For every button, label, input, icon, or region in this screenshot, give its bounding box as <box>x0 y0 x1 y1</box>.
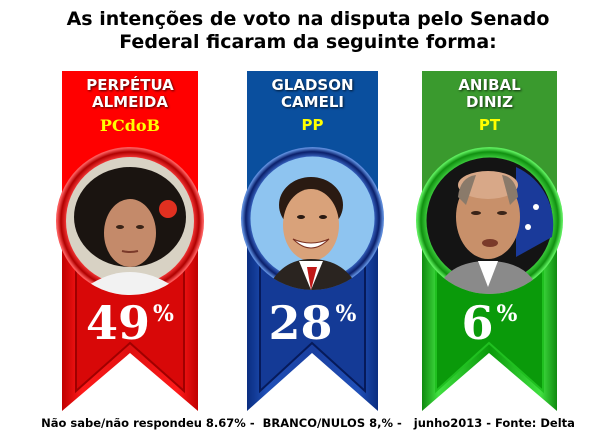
portrait-woman-icon <box>66 157 194 295</box>
candidate-name: PERPÉTUA ALMEIDA <box>62 77 198 111</box>
percent-sign: % <box>335 301 357 327</box>
candidate-ribbon-anibal: ANIBAL DINIZ PT 6% <box>416 71 563 411</box>
footer-note: Não sabe/não respondeu 8.67% - BRANCO/NU… <box>41 416 575 430</box>
percent-number: 6 <box>461 296 494 350</box>
percentage-value: 49% <box>62 289 198 348</box>
name-line-2: ALMEIDA <box>92 93 168 111</box>
portrait-man-smiling-icon <box>250 156 375 290</box>
name-line-1: ANIBAL <box>458 76 521 94</box>
title-line-1: As intenções de voto na disputa pelo Sen… <box>66 8 550 30</box>
percentage-value: 6% <box>422 289 557 348</box>
name-line-1: PERPÉTUA <box>86 76 174 94</box>
percent-number: 49 <box>86 296 151 350</box>
chart-title: As intenções de voto na disputa pelo Sen… <box>0 8 616 54</box>
name-line-2: DINIZ <box>465 93 514 111</box>
candidate-name: GLADSON CAMELI <box>247 77 378 111</box>
name-line-2: CAMELI <box>281 93 344 111</box>
percentage-value: 28% <box>247 289 378 348</box>
candidate-ribbon-gladson: GLADSON CAMELI PP 28% <box>241 71 384 411</box>
percent-sign: % <box>153 301 174 327</box>
portrait-frame <box>416 147 563 294</box>
portrait-man-speaking-icon <box>426 157 554 294</box>
candidate-ribbon-perpetua: PERPÉTUA ALMEIDA PCdoB 49% <box>56 71 204 411</box>
portrait-frame <box>56 147 204 295</box>
name-line-1: GLADSON <box>271 76 354 94</box>
party-label: PT <box>478 116 501 134</box>
percent-number: 28 <box>268 296 333 350</box>
party-label: PP <box>301 116 324 134</box>
title-line-2: Federal ficaram da seguinte forma: <box>119 31 497 53</box>
portrait-frame <box>241 147 384 290</box>
party-label: PCdoB <box>99 116 161 135</box>
percent-sign: % <box>496 301 518 327</box>
candidate-name: ANIBAL DINIZ <box>422 77 557 111</box>
